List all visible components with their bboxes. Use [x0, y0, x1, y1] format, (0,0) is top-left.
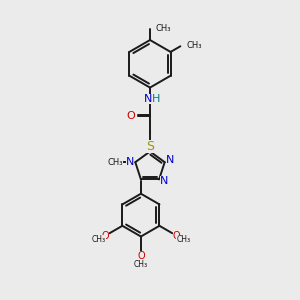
Text: N: N — [166, 155, 174, 165]
Text: O: O — [127, 111, 135, 122]
Text: CH₃: CH₃ — [92, 235, 106, 244]
Text: H: H — [152, 94, 160, 104]
Text: O: O — [101, 231, 109, 241]
Text: CH₃: CH₃ — [134, 260, 148, 269]
Text: O: O — [137, 251, 145, 261]
Text: O: O — [173, 231, 181, 241]
Text: N: N — [160, 176, 169, 186]
Text: N: N — [143, 94, 152, 104]
Text: CH₃: CH₃ — [186, 41, 202, 50]
Text: CH₃: CH₃ — [108, 158, 123, 167]
Text: CH₃: CH₃ — [155, 24, 171, 33]
Text: S: S — [146, 140, 154, 153]
Text: N: N — [126, 157, 134, 166]
Text: CH₃: CH₃ — [176, 235, 190, 244]
